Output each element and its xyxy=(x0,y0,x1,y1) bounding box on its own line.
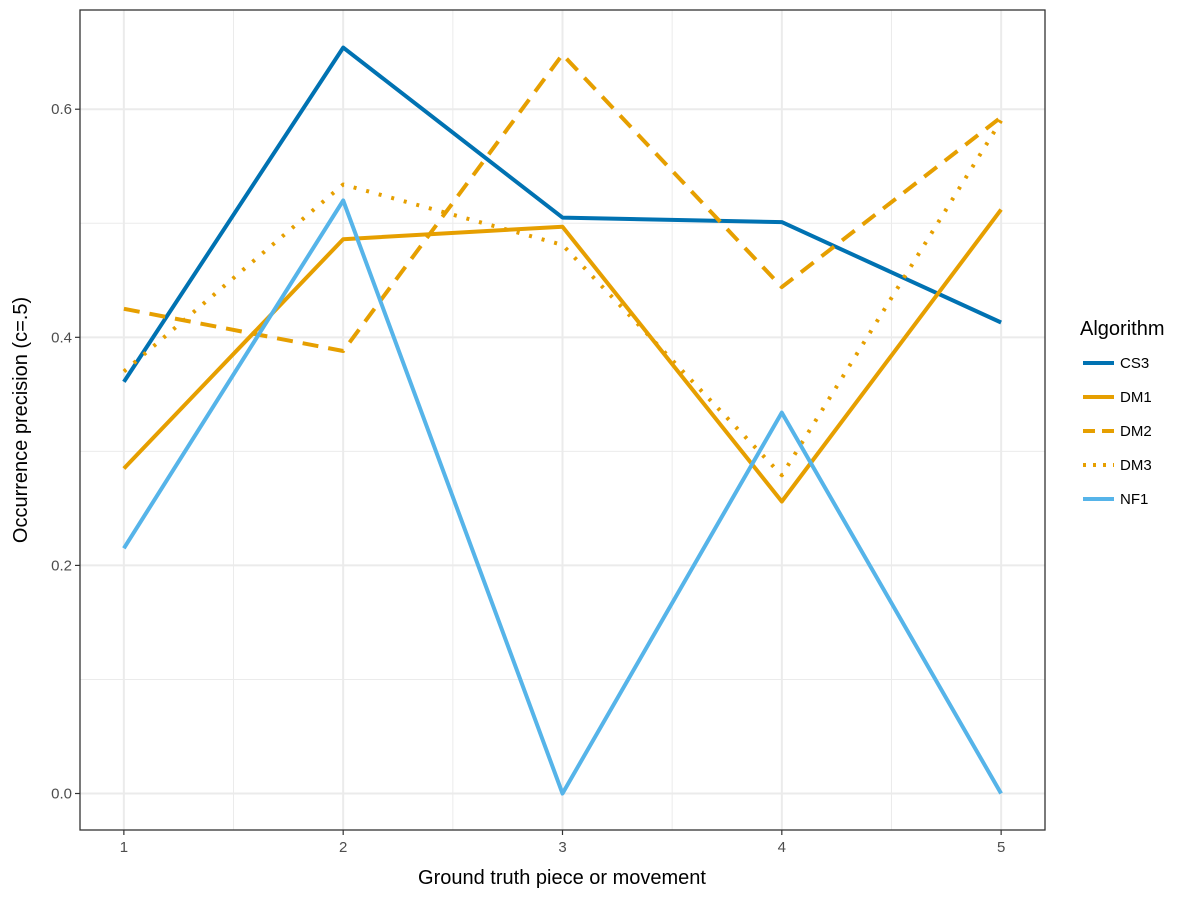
y-axis-title: Occurrence precision (c=.5) xyxy=(10,297,32,543)
legend: Algorithm CS3 DM1 DM2 DM3 NF1 xyxy=(1080,318,1164,508)
legend-label-dm2: DM2 xyxy=(1120,423,1152,440)
x-tick-label: 1 xyxy=(120,839,128,856)
series-line-cs3 xyxy=(122,45,1002,383)
legend-label-dm3: DM3 xyxy=(1120,457,1152,474)
legend-label-cs3: CS3 xyxy=(1120,355,1149,372)
y-tick-label: 0.6 xyxy=(51,101,72,118)
legend-title: Algorithm xyxy=(1080,318,1164,340)
y-tick-label: 0.2 xyxy=(51,557,72,574)
x-tick-label: 5 xyxy=(997,839,1005,856)
grid xyxy=(80,10,1045,830)
x-tick-label: 4 xyxy=(778,839,786,856)
y-tick-label: 0.0 xyxy=(51,786,72,803)
x-tick-label: 2 xyxy=(339,839,347,856)
x-axis-title: Ground truth piece or movement xyxy=(418,867,706,889)
axes: 1 2 3 4 5 0.0 0.2 0.4 0.6 xyxy=(51,101,1005,856)
series-line-nf1 xyxy=(122,198,1003,796)
legend-label-nf1: NF1 xyxy=(1120,491,1148,508)
legend-label-dm1: DM1 xyxy=(1120,389,1152,406)
series-lines xyxy=(122,45,1003,796)
y-tick-label: 0.4 xyxy=(51,329,72,346)
x-tick-label: 3 xyxy=(558,839,566,856)
